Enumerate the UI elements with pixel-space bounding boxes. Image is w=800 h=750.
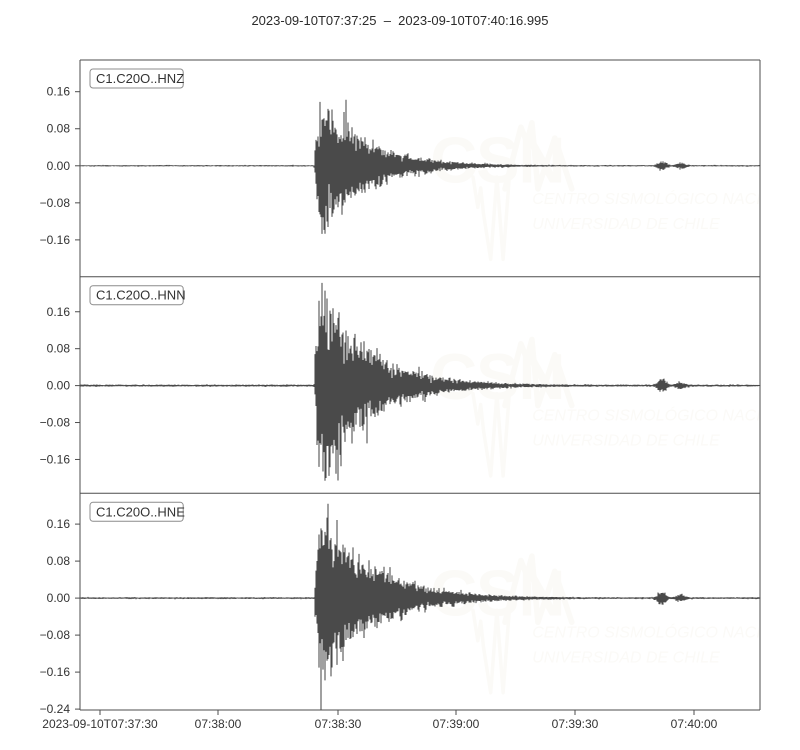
svg-text:07:40:00: 07:40:00	[671, 717, 718, 731]
svg-text:−0.08: −0.08	[40, 628, 71, 642]
svg-text:UNIVERSIDAD DE CHILE: UNIVERSIDAD DE CHILE	[532, 649, 720, 666]
svg-text:−0.08: −0.08	[40, 416, 71, 430]
svg-text:−0.16: −0.16	[40, 665, 71, 679]
svg-text:UNIVERSIDAD DE CHILE: UNIVERSIDAD DE CHILE	[532, 216, 720, 233]
svg-text:−0.24: −0.24	[40, 702, 71, 716]
svg-text:07:39:30: 07:39:30	[552, 717, 599, 731]
svg-text:0.00: 0.00	[47, 591, 71, 605]
svg-text:0.00: 0.00	[47, 159, 71, 173]
svg-text:07:38:30: 07:38:30	[315, 717, 362, 731]
svg-text:0.16: 0.16	[47, 517, 71, 531]
svg-text:C1.C20O..HNE: C1.C20O..HNE	[96, 504, 185, 519]
svg-text:−0.16: −0.16	[40, 452, 71, 466]
svg-text:0.08: 0.08	[47, 342, 71, 356]
svg-text:0.08: 0.08	[47, 122, 71, 136]
svg-text:0.16: 0.16	[47, 85, 71, 99]
svg-text:0.00: 0.00	[47, 379, 71, 393]
svg-text:07:38:00: 07:38:00	[195, 717, 242, 731]
svg-text:0.16: 0.16	[47, 305, 71, 319]
svg-text:C1.C20O..HNN: C1.C20O..HNN	[96, 288, 186, 303]
svg-text:0.08: 0.08	[47, 554, 71, 568]
svg-text:UNIVERSIDAD DE CHILE: UNIVERSIDAD DE CHILE	[532, 433, 720, 450]
svg-text:07:39:00: 07:39:00	[433, 717, 480, 731]
svg-text:C1.C20O..HNZ: C1.C20O..HNZ	[96, 71, 184, 86]
svg-text:2023-09-10T07:37:30: 2023-09-10T07:37:30	[42, 717, 158, 731]
svg-text:−0.16: −0.16	[40, 233, 71, 247]
svg-text:−0.08: −0.08	[40, 196, 71, 210]
